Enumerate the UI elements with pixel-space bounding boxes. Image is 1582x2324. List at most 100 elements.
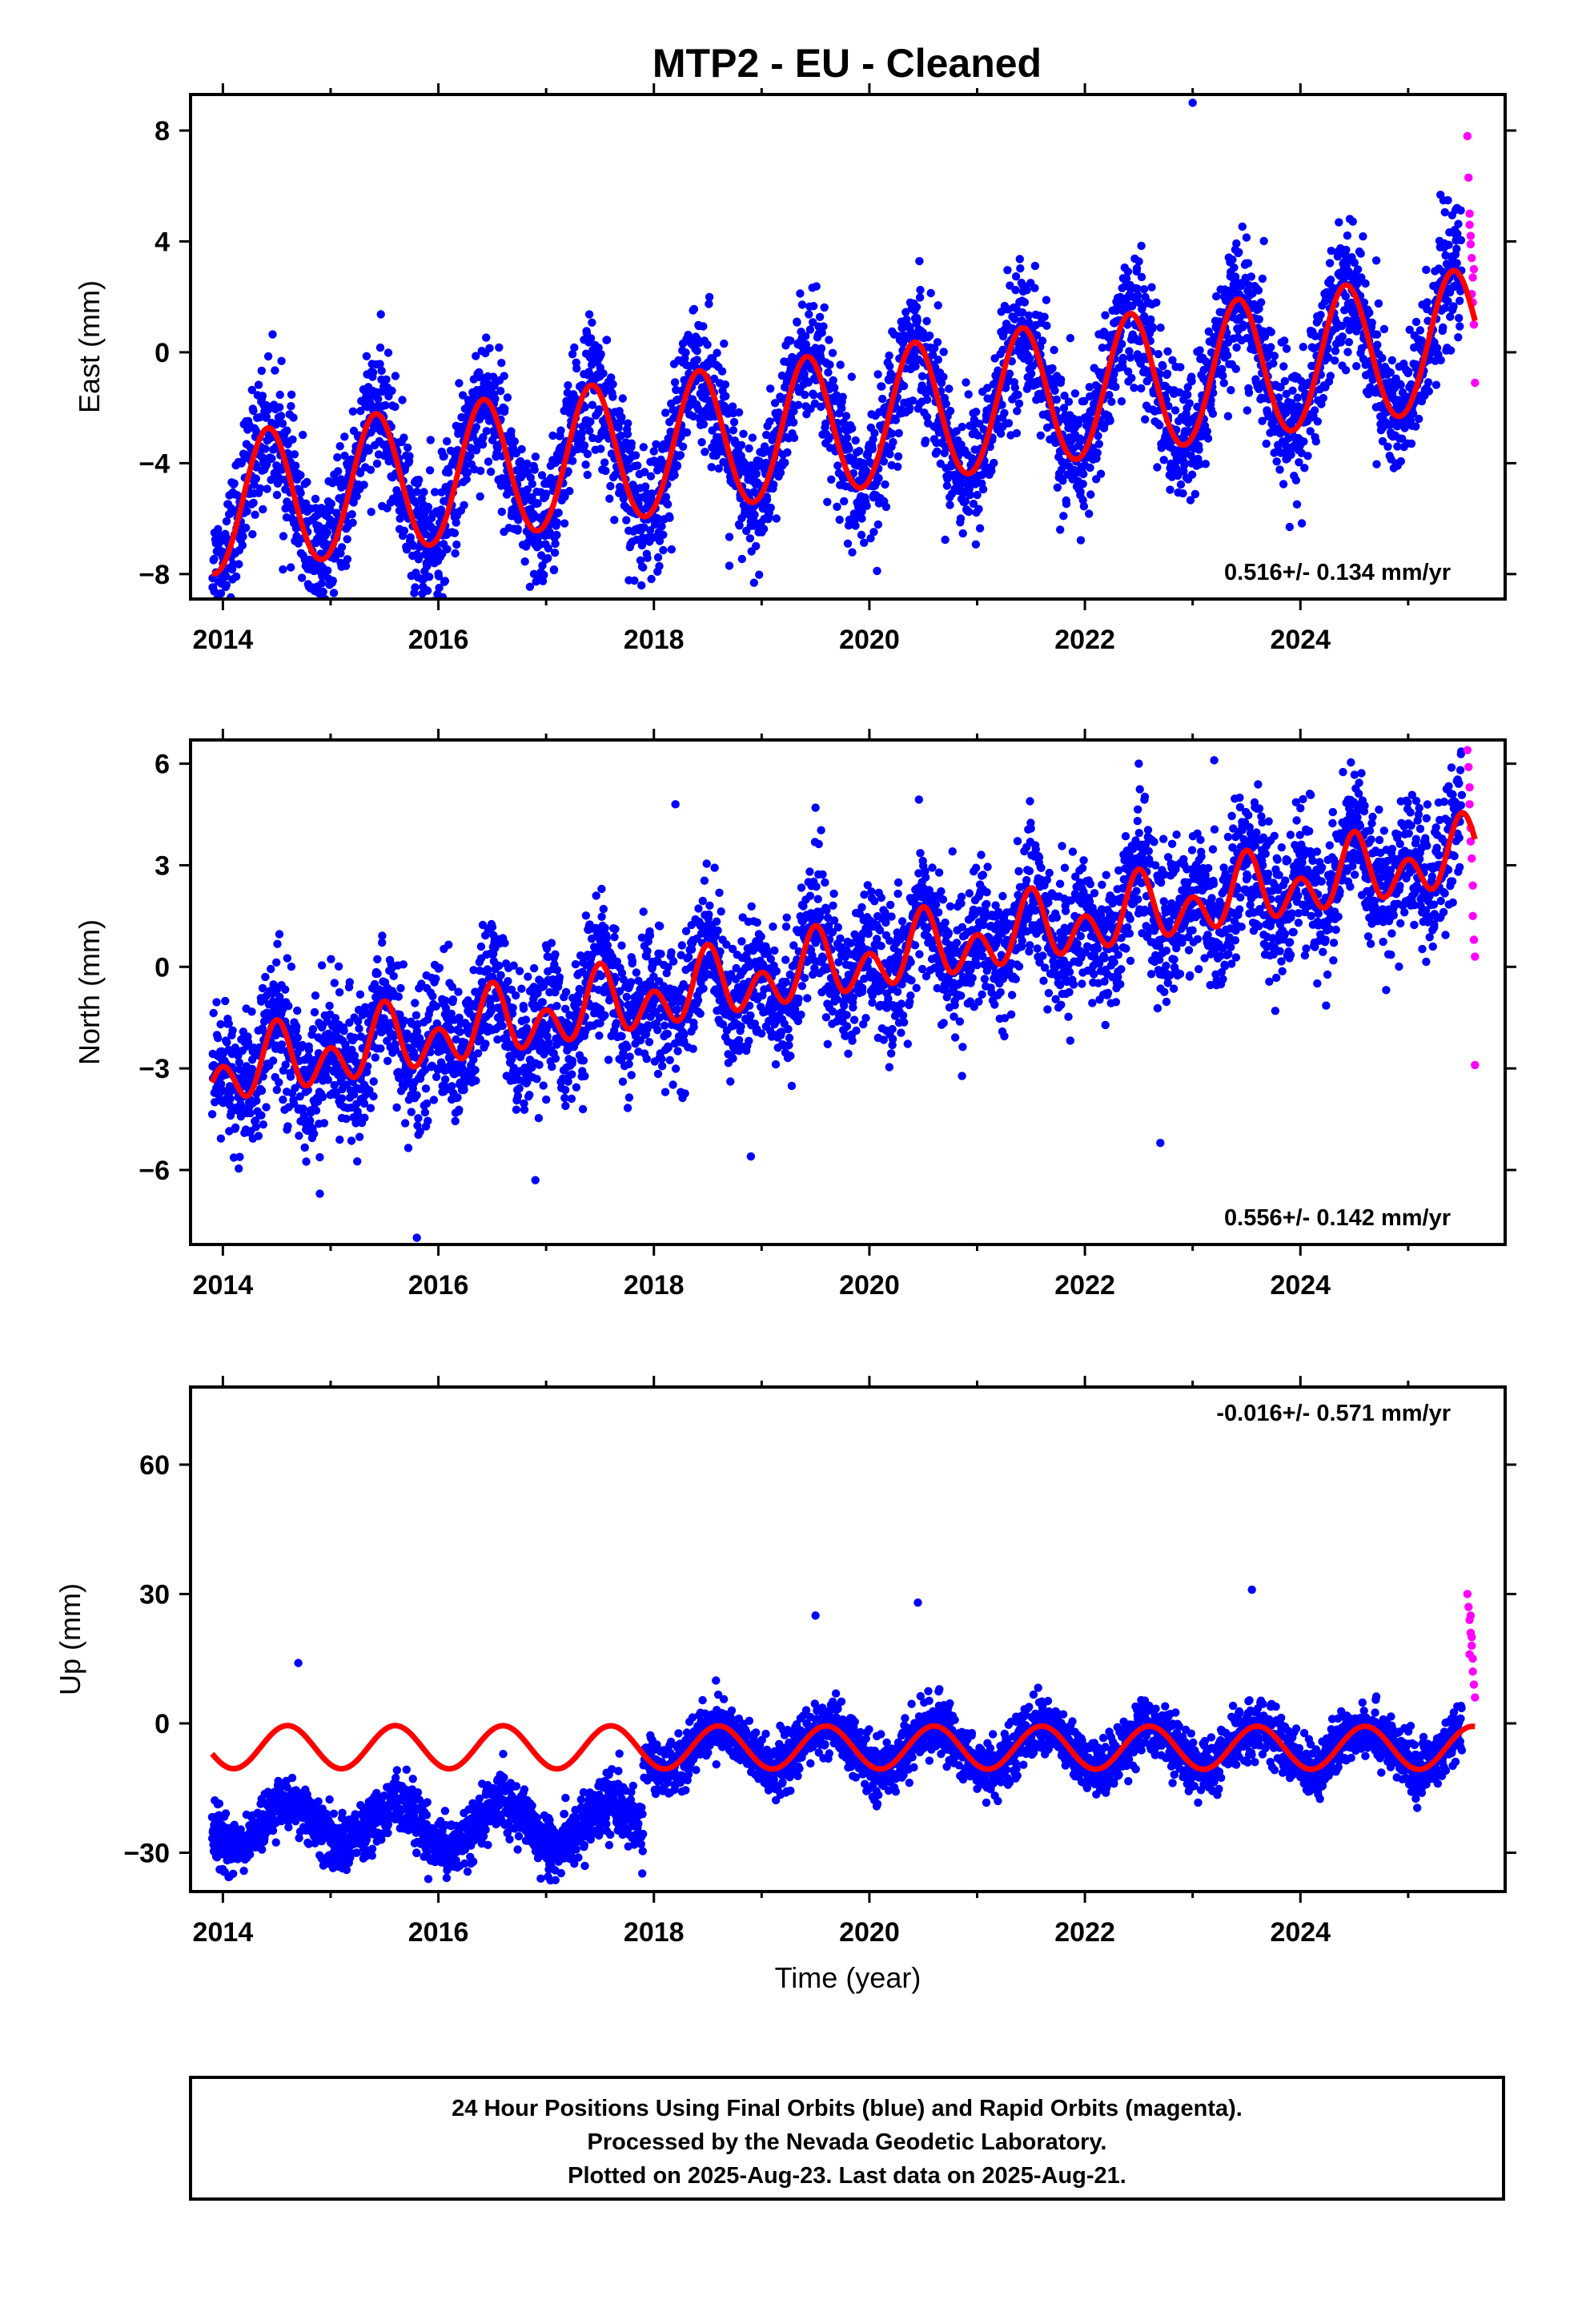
north-final-point	[327, 955, 335, 963]
east-final-point	[362, 352, 371, 360]
east-x-tick-label: 2024	[1270, 625, 1331, 655]
east-final-point	[717, 367, 727, 376]
east-final-point	[500, 404, 509, 413]
east-final-point	[375, 360, 384, 368]
east-final-point	[1147, 283, 1156, 292]
east-final-point	[974, 431, 982, 440]
east-final-point	[1218, 364, 1227, 374]
east-final-point	[343, 535, 351, 544]
east-final-point	[661, 408, 670, 417]
east-final-point	[560, 519, 569, 528]
east-final-point	[922, 396, 932, 404]
east-final-point	[1257, 298, 1266, 307]
east-final-point	[1141, 415, 1150, 424]
east-final-point	[1117, 397, 1126, 406]
east-final-point	[278, 419, 287, 428]
east-final-point	[580, 403, 589, 412]
east-final-point	[661, 493, 671, 501]
east-final-point	[817, 328, 826, 337]
north-final-point	[369, 1077, 378, 1086]
east-final-point	[1059, 512, 1068, 521]
east-final-point	[1415, 414, 1423, 424]
east-final-point	[327, 499, 335, 509]
east-final-point	[899, 381, 909, 391]
east-final-point	[398, 396, 407, 404]
east-final-point	[934, 301, 942, 310]
east-final-point	[222, 572, 231, 581]
east-final-point	[1024, 311, 1034, 320]
east-final-point	[748, 433, 757, 442]
east-final-point	[713, 348, 721, 357]
east-final-point	[488, 372, 498, 381]
east-final-point	[789, 407, 798, 416]
east-final-point	[707, 463, 716, 472]
north-final-point	[448, 1082, 456, 1091]
east-final-point	[1078, 480, 1087, 489]
east-final-point	[627, 439, 636, 448]
east-final-point	[1052, 395, 1062, 404]
east-rapid-point	[1469, 264, 1479, 274]
east-final-point	[848, 548, 857, 557]
east-final-point	[528, 480, 536, 489]
east-final-point	[1243, 259, 1253, 267]
east-final-point	[739, 429, 748, 438]
east-final-point	[550, 549, 560, 557]
east-final-point	[836, 360, 845, 369]
east-final-point	[1030, 283, 1039, 292]
east-final-point	[964, 507, 974, 517]
east-final-point	[238, 541, 247, 550]
east-final-point	[752, 469, 761, 478]
east-final-point	[415, 476, 424, 485]
east-final-point	[556, 426, 565, 435]
east-final-point	[1003, 266, 1012, 275]
east-final-point	[737, 554, 746, 564]
east-final-point	[749, 578, 758, 587]
east-final-point	[523, 485, 532, 494]
east-final-point	[588, 318, 596, 327]
east-final-point	[901, 308, 910, 316]
east-final-point	[916, 285, 925, 295]
east-final-point	[275, 390, 284, 400]
east-final-point	[1311, 332, 1320, 340]
east-final-point	[1347, 298, 1356, 308]
north-final-point	[275, 930, 284, 939]
east-final-point	[1446, 346, 1456, 355]
east-final-point	[889, 437, 897, 447]
east-final-point	[242, 523, 251, 533]
east-final-point	[640, 523, 648, 532]
north-final-point	[209, 1008, 218, 1018]
east-final-point	[616, 431, 625, 440]
east-final-point	[1020, 298, 1030, 307]
east-final-point	[1275, 393, 1283, 402]
east-final-point	[823, 497, 832, 506]
east-final-point	[443, 436, 452, 446]
east-final-point	[1155, 420, 1164, 430]
east-final-point	[1243, 406, 1252, 415]
north-final-point	[353, 1157, 362, 1166]
east-final-point	[1316, 311, 1325, 320]
east-final-point	[596, 444, 605, 453]
east-final-point	[296, 489, 305, 497]
east-final-point	[1166, 485, 1174, 494]
east-final-point	[1281, 408, 1291, 417]
north-final-point	[347, 1136, 356, 1145]
east-final-point	[1372, 330, 1382, 339]
east-final-point	[263, 352, 273, 361]
east-final-point	[1276, 383, 1285, 392]
east-final-point	[794, 400, 803, 409]
east-final-point	[1094, 440, 1104, 448]
east-final-point	[337, 543, 347, 552]
east-final-point	[1079, 502, 1089, 511]
east-final-point	[1247, 272, 1256, 281]
east-final-point	[1432, 344, 1442, 352]
east-final-point	[958, 422, 966, 432]
east-final-point	[452, 540, 461, 549]
east-final-point	[1287, 399, 1296, 408]
east-final-point	[311, 494, 320, 504]
east-final-point	[646, 526, 655, 535]
east-final-point	[887, 429, 897, 438]
east-final-point	[577, 428, 586, 437]
east-final-point	[1378, 436, 1387, 446]
east-final-point	[479, 432, 488, 442]
east-final-point	[926, 288, 935, 298]
